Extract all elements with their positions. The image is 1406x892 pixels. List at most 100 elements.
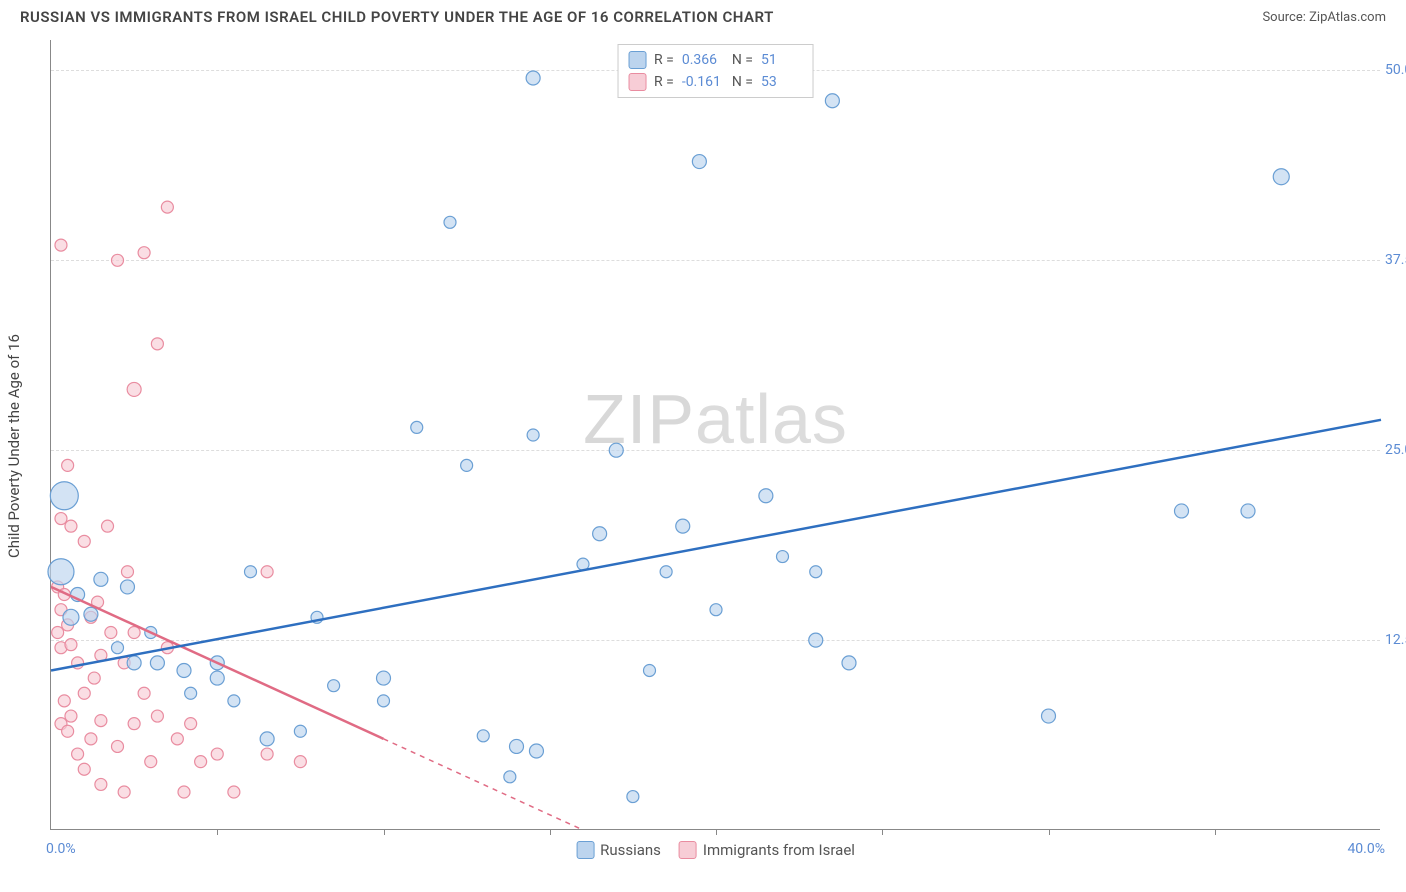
data-point bbox=[461, 459, 473, 471]
legend-row-israel: R = -0.161 N = 53 bbox=[628, 71, 803, 93]
data-point bbox=[228, 695, 240, 707]
data-point bbox=[127, 382, 141, 396]
data-point bbox=[128, 627, 140, 639]
data-point bbox=[65, 520, 77, 532]
data-point bbox=[842, 656, 856, 670]
data-point bbox=[52, 627, 64, 639]
data-point bbox=[120, 580, 134, 594]
swatch-blue-icon bbox=[628, 51, 646, 69]
data-point bbox=[78, 763, 90, 775]
data-point bbox=[72, 748, 84, 760]
data-point bbox=[510, 739, 524, 753]
r-value: -0.161 bbox=[682, 71, 724, 93]
y-tick-label: 37.5% bbox=[1385, 252, 1406, 268]
data-point bbox=[121, 566, 133, 578]
legend-series: Russians Immigrants from Israel bbox=[576, 841, 855, 859]
data-point bbox=[150, 656, 164, 670]
data-point bbox=[1273, 169, 1289, 185]
data-point bbox=[328, 680, 340, 692]
data-point bbox=[1042, 709, 1056, 723]
source-attribution: Source: ZipAtlas.com bbox=[1262, 10, 1386, 25]
x-tick bbox=[1049, 829, 1050, 835]
data-point bbox=[138, 687, 150, 699]
data-point bbox=[260, 732, 274, 746]
x-tick bbox=[550, 829, 551, 835]
n-label: N = bbox=[732, 49, 753, 71]
source-link[interactable]: ZipAtlas.com bbox=[1309, 10, 1386, 25]
data-point bbox=[294, 725, 306, 737]
data-point bbox=[444, 216, 456, 228]
x-tick bbox=[716, 829, 717, 835]
data-point bbox=[95, 778, 107, 790]
data-point bbox=[138, 247, 150, 259]
data-point bbox=[63, 609, 79, 625]
legend-correlation: R = 0.366 N = 51 R = -0.161 N = 53 bbox=[617, 44, 814, 98]
data-point bbox=[710, 604, 722, 616]
data-point bbox=[261, 566, 273, 578]
trend-line bbox=[384, 739, 584, 830]
x-tick bbox=[1215, 829, 1216, 835]
series-label: Russians bbox=[600, 841, 661, 859]
data-point bbox=[185, 687, 197, 699]
data-point bbox=[644, 664, 656, 676]
y-tick-label: 50.0% bbox=[1385, 62, 1406, 78]
data-point bbox=[62, 725, 74, 737]
data-point bbox=[185, 718, 197, 730]
data-point bbox=[94, 572, 108, 586]
data-point bbox=[809, 633, 823, 647]
data-point bbox=[210, 671, 224, 685]
data-point bbox=[88, 672, 100, 684]
data-point bbox=[411, 421, 423, 433]
data-point bbox=[1241, 504, 1255, 518]
scatter-svg bbox=[51, 40, 1380, 829]
x-tick bbox=[384, 829, 385, 835]
chart-title: RUSSIAN VS IMMIGRANTS FROM ISRAEL CHILD … bbox=[20, 8, 774, 26]
x-tick bbox=[882, 829, 883, 835]
source-label: Source: bbox=[1262, 10, 1305, 25]
r-label: R = bbox=[654, 71, 674, 93]
n-value: 53 bbox=[761, 71, 803, 93]
swatch-blue-icon bbox=[576, 841, 594, 859]
data-point bbox=[128, 718, 140, 730]
data-point bbox=[84, 607, 98, 621]
data-point bbox=[145, 756, 157, 768]
n-label: N = bbox=[732, 71, 753, 93]
data-point bbox=[171, 733, 183, 745]
x-tick-min: 0.0% bbox=[46, 841, 76, 857]
data-point bbox=[151, 710, 163, 722]
data-point bbox=[526, 71, 540, 85]
data-point bbox=[65, 710, 77, 722]
swatch-pink-icon bbox=[679, 841, 697, 859]
data-point bbox=[50, 482, 78, 510]
data-point bbox=[777, 551, 789, 563]
data-point bbox=[48, 559, 74, 585]
legend-item-russians: Russians bbox=[576, 841, 661, 859]
data-point bbox=[195, 756, 207, 768]
data-point bbox=[161, 201, 173, 213]
data-point bbox=[527, 429, 539, 441]
data-point bbox=[151, 338, 163, 350]
data-point bbox=[62, 459, 74, 471]
data-point bbox=[112, 254, 124, 266]
data-point bbox=[294, 756, 306, 768]
data-point bbox=[112, 740, 124, 752]
data-point bbox=[177, 663, 191, 677]
y-axis-label: Child Poverty Under the Age of 16 bbox=[5, 334, 23, 558]
y-tick-label: 12.5% bbox=[1385, 632, 1406, 648]
data-point bbox=[78, 687, 90, 699]
legend-row-russians: R = 0.366 N = 51 bbox=[628, 49, 803, 71]
swatch-pink-icon bbox=[628, 73, 646, 91]
data-point bbox=[810, 566, 822, 578]
data-point bbox=[1175, 504, 1189, 518]
r-label: R = bbox=[654, 49, 674, 71]
data-point bbox=[65, 639, 77, 651]
data-point bbox=[593, 527, 607, 541]
data-point bbox=[102, 520, 114, 532]
data-point bbox=[228, 786, 240, 798]
data-point bbox=[825, 94, 839, 108]
r-value: 0.366 bbox=[682, 49, 724, 71]
data-point bbox=[477, 730, 489, 742]
data-point bbox=[759, 489, 773, 503]
legend-item-israel: Immigrants from Israel bbox=[679, 841, 855, 859]
data-point bbox=[245, 566, 257, 578]
